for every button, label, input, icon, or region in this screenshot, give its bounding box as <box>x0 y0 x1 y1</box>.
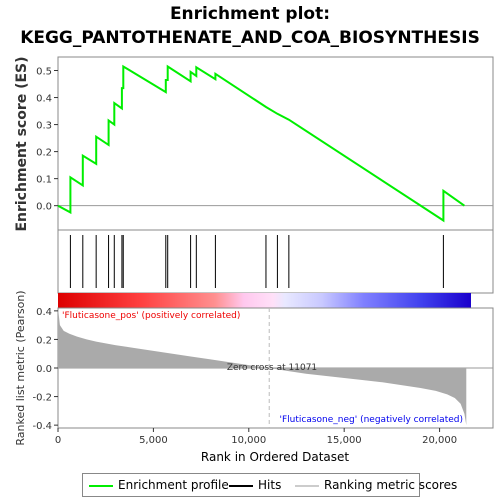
neg-correlated-label: 'Fluticasone_neg' (negatively correlated… <box>280 415 463 425</box>
legend: Enrichment profile Hits Ranking metric s… <box>82 473 457 497</box>
hit-marks <box>69 235 444 288</box>
es-ytick-label: 0.0 <box>36 202 52 213</box>
metric-y-axis-label: Ranked list metric (Pearson) <box>14 290 27 445</box>
enrichment-profile-line <box>57 64 465 223</box>
metric-xtick-label: 15,000 <box>327 435 362 446</box>
es-ytick-label: 0.5 <box>36 67 52 78</box>
metric-xtick-label: 0 <box>55 435 61 446</box>
es-ytick-label: 0.1 <box>36 175 52 186</box>
es-series <box>57 64 465 223</box>
x-axis-label: Rank in Ordered Dataset <box>201 450 349 464</box>
legend-hits-label: Hits <box>258 478 282 492</box>
metric-y-ticks: -0.4 -0.2 0.0 0.2 0.4 <box>32 307 58 432</box>
ranked-metric-area <box>58 308 467 426</box>
metric-ytick-label: -0.4 <box>32 421 52 432</box>
legend-es-swatch <box>89 485 113 487</box>
plot-title-line2: KEGG_PANTOTHENATE_AND_COA_BIOSYNTHESIS <box>20 28 480 48</box>
pos-correlated-label: 'Fluticasone_pos' (positively correlated… <box>62 311 240 321</box>
es-y-ticks: 0.0 0.1 0.2 0.3 0.4 0.5 <box>36 67 58 213</box>
es-ytick-label: 0.4 <box>36 94 52 105</box>
ranked-metric-series <box>58 308 493 428</box>
metric-x-ticks: 0 5,000 10,000 15,000 20,000 <box>55 428 457 446</box>
es-ytick-label: 0.2 <box>36 148 52 159</box>
legend-metric-label: Ranking metric scores <box>324 478 458 492</box>
es-y-axis-label: Enrichment score (ES) <box>14 56 30 231</box>
metric-ytick-label: 0.2 <box>36 335 52 346</box>
legend-es-label: Enrichment profile <box>118 478 229 492</box>
metric-xtick-label: 20,000 <box>422 435 457 446</box>
legend-hits-swatch <box>229 485 253 487</box>
metric-xtick-label: 5,000 <box>139 435 168 446</box>
metric-ytick-label: -0.2 <box>32 393 52 404</box>
zero-cross-label: Zero cross at 11071 <box>227 363 317 373</box>
plot-title-line1: Enrichment plot: <box>169 4 331 24</box>
metric-ytick-label: 0.4 <box>36 307 52 318</box>
enrichment-chart: 0.0 0.1 0.2 0.3 0.4 0.5 -0.4 -0.2 0.0 0.2 0.4 0 5,… <box>14 56 494 464</box>
metric-ytick-label: 0.0 <box>36 364 52 375</box>
legend-metric-swatch <box>295 485 319 487</box>
rank-colorbar <box>58 293 471 308</box>
es-ytick-label: 0.3 <box>36 121 52 132</box>
metric-xtick-label: 10,000 <box>231 435 266 446</box>
